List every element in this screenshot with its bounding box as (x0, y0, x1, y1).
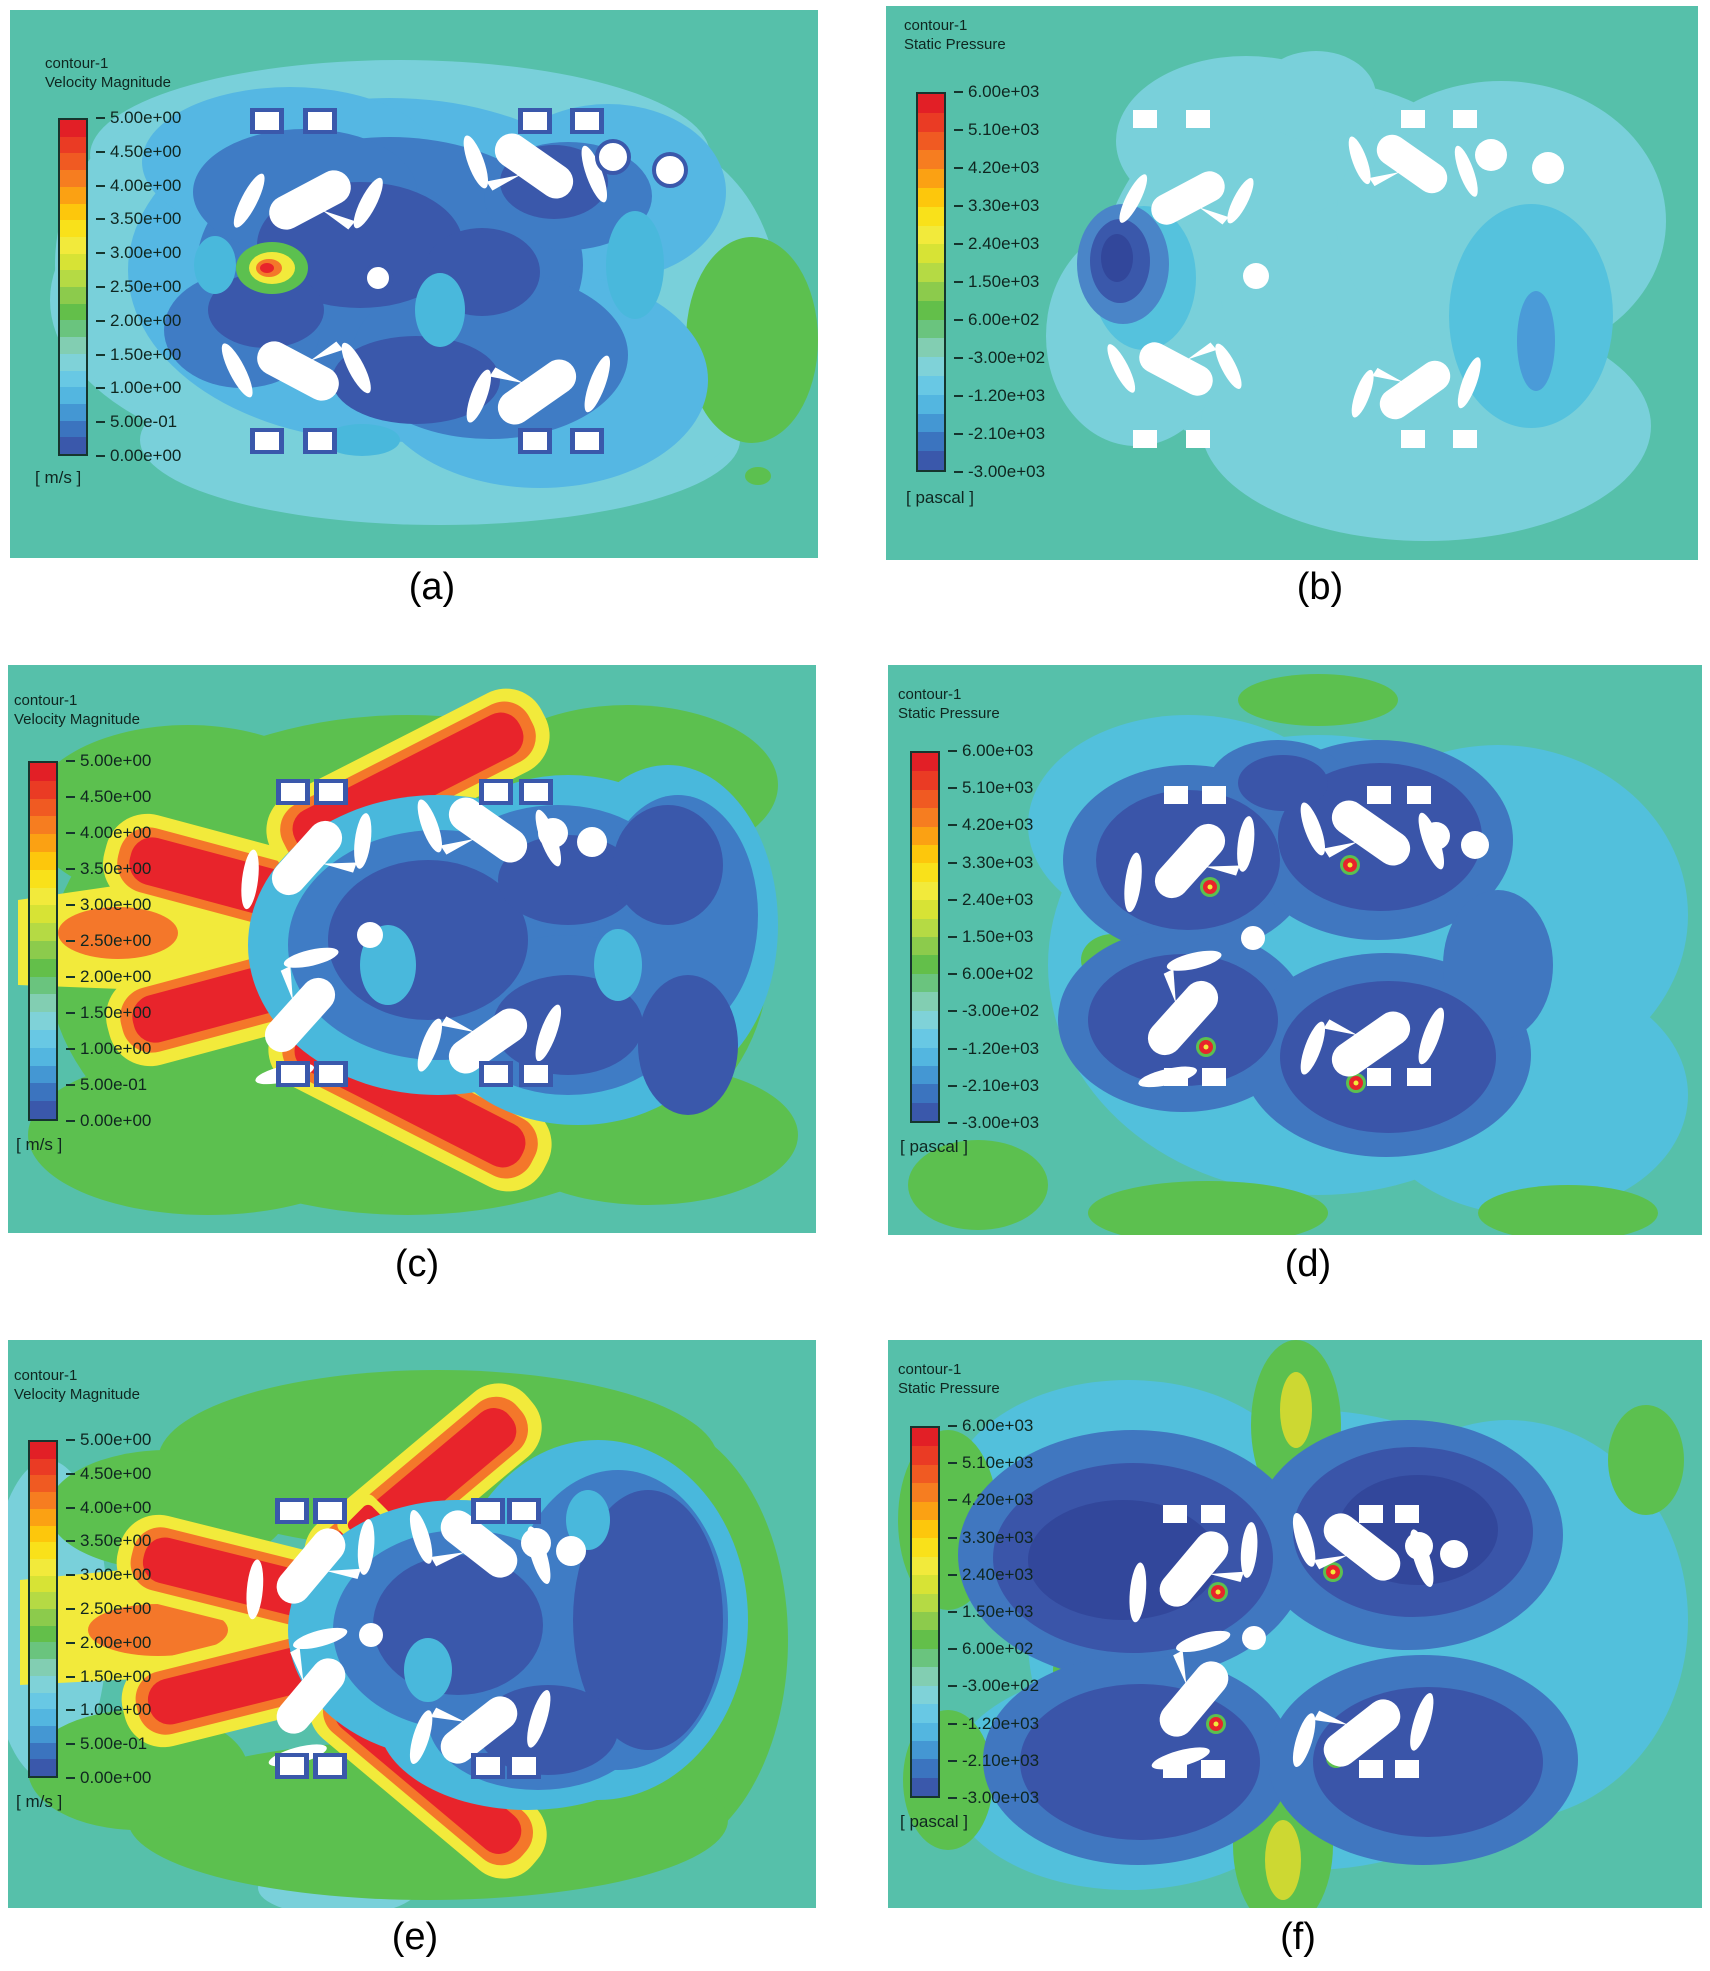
contour-field-pressure-b (886, 6, 1698, 560)
body-circles (363, 139, 688, 293)
panel-caption-f: (f) (1280, 1916, 1316, 1958)
body-circles (357, 818, 607, 948)
body-circles (1241, 822, 1489, 950)
colorbar-ticks: 6.00e+03 5.10e+03 4.20e+03 3.30e+03 2.40e+03… (948, 741, 1068, 1132)
legend-line1: contour-1 (14, 692, 78, 709)
panel-f: contour-1 Static Pressure 6.00e+03 5.10e+… (888, 1340, 1702, 1908)
colorbar-ticks: 5.00e+00 4.50e+00 4.00e+00 3.50e+00 3.00e+00… (66, 1430, 186, 1787)
legend-title: contour-1 Static Pressure (904, 16, 1006, 54)
panel-c: contour-1 Velocity Magnitude 5.00e+00 4.5… (8, 665, 816, 1233)
legend-line2: Static Pressure (904, 36, 1006, 53)
colorbar (910, 751, 940, 1123)
colorbar (58, 118, 88, 456)
legend-line2: Velocity Magnitude (45, 74, 171, 91)
panel-a: contour-1 Velocity Magnitude 5.00e+00 4.5… (10, 10, 818, 558)
green-patch (686, 237, 818, 485)
legend-line1: contour-1 (45, 55, 109, 72)
colorbar (28, 1440, 58, 1778)
velocity-hotspot (236, 242, 308, 294)
legend-line2: Static Pressure (898, 705, 1000, 722)
legend-title: contour-1 Velocity Magnitude (14, 691, 140, 729)
panel-caption-c: (c) (394, 1243, 440, 1285)
legend-line1: contour-1 (898, 1361, 962, 1378)
legend-line2: Velocity Magnitude (14, 711, 140, 728)
cyan-pockets (404, 1490, 610, 1702)
legend-unit: [ m/s ] (35, 468, 82, 487)
panel-d: contour-1 Static Pressure 6.00e+03 5.10e+… (888, 665, 1702, 1235)
low-pressure-blob (1077, 204, 1169, 324)
panel-caption-e: (e) (391, 1916, 439, 1958)
body-circles (359, 1528, 586, 1647)
colorbar (28, 761, 58, 1121)
legend-line1: contour-1 (14, 1367, 78, 1384)
green-patches (908, 674, 1658, 1235)
legend-line1: contour-1 (898, 686, 962, 703)
colorbar-ticks: 5.00e+00 4.50e+00 4.00e+00 3.50e+00 3.00e+00… (96, 108, 216, 465)
legend-line2: Static Pressure (898, 1380, 1000, 1397)
panel-e: contour-1 Velocity Magnitude 5.00e+00 4.5… (8, 1340, 816, 1908)
legend-title: contour-1 Velocity Magnitude (45, 54, 171, 92)
colorbar (916, 92, 946, 472)
legend-unit: [ pascal ] (900, 1812, 969, 1831)
colorbar (910, 1426, 940, 1798)
cyan-pockets (194, 211, 664, 456)
colorbar-ticks: 6.00e+03 5.10e+03 4.20e+03 3.30e+03 2.40e+03… (948, 1416, 1068, 1807)
panel-b: contour-1 Static Pressure 6.00e+03 5.10e+… (886, 6, 1698, 560)
contour-field-velocity-e (8, 1340, 816, 1908)
legend-line2: Velocity Magnitude (14, 1386, 140, 1403)
legend-title: contour-1 Velocity Magnitude (14, 1366, 140, 1404)
contour-field-pressure-d (888, 665, 1702, 1235)
royal-blue-core (373, 1490, 723, 1775)
low-pressure-lens (1517, 291, 1555, 391)
contour-field-velocity-c (8, 665, 816, 1233)
panel-caption-d: (d) (1284, 1243, 1332, 1285)
legend-line1: contour-1 (904, 17, 968, 34)
colorbar-ticks: 5.00e+00 4.50e+00 4.00e+00 3.50e+00 3.00e+00… (66, 751, 186, 1130)
legend-unit: [ pascal ] (900, 1137, 969, 1156)
panel-caption-a: (a) (408, 566, 456, 608)
body-circles (1242, 1532, 1468, 1650)
colorbar-ticks: 6.00e+03 5.10e+03 4.20e+03 3.30e+03 2.40e+03… (954, 82, 1074, 481)
legend-title: contour-1 Static Pressure (898, 685, 1000, 723)
legend-unit: [ m/s ] (16, 1135, 63, 1154)
contour-field-velocity-a (10, 10, 818, 558)
contour-field-pressure-f (888, 1340, 1702, 1908)
legend-title: contour-1 Static Pressure (898, 1360, 1000, 1398)
legend-unit: [ m/s ] (16, 1792, 63, 1811)
body-circles (1243, 139, 1564, 289)
panel-caption-b: (b) (1296, 566, 1344, 608)
legend-unit: [ pascal ] (906, 488, 975, 507)
